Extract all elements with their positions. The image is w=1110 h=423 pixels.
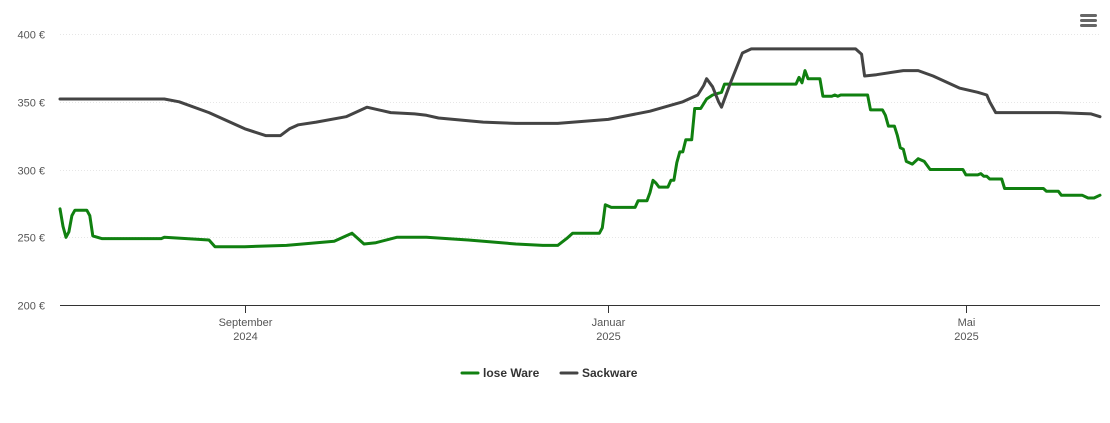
- grid-lines: [60, 34, 1100, 238]
- series-line-sackware[interactable]: [58, 47, 1102, 138]
- x-tick-label-line1: Mai: [958, 317, 976, 329]
- y-tick-label: 350 €: [17, 98, 45, 110]
- y-tick-label: 300 €: [17, 166, 45, 178]
- legend-label: Sackware: [582, 366, 638, 380]
- x-tick-label-line2: 2025: [954, 331, 978, 343]
- x-tick-label-line1: September: [219, 317, 273, 329]
- legend: lose Ware Sackware: [460, 366, 638, 380]
- y-tick-label: 200 €: [17, 301, 45, 313]
- y-tick-label: 250 €: [17, 233, 45, 245]
- hamburger-menu-icon[interactable]: [1078, 12, 1100, 30]
- series-layer: [58, 47, 1102, 249]
- series-line-lose-ware[interactable]: [58, 69, 1102, 249]
- x-axis-ticks: September 2024 Januar 2025 Mai 2025: [219, 305, 979, 343]
- x-tick-label-line1: Januar: [592, 317, 626, 329]
- y-tick-label: 400 €: [17, 30, 45, 42]
- x-tick-label-line2: 2025: [596, 331, 620, 343]
- legend-item-sackware[interactable]: Sackware: [559, 366, 638, 380]
- x-tick-label-line2: 2024: [233, 331, 257, 343]
- y-axis-labels: 200 € 250 € 300 € 350 € 400 €: [17, 30, 45, 313]
- legend-item-lose-ware[interactable]: lose Ware: [460, 366, 540, 380]
- legend-label: lose Ware: [483, 366, 540, 380]
